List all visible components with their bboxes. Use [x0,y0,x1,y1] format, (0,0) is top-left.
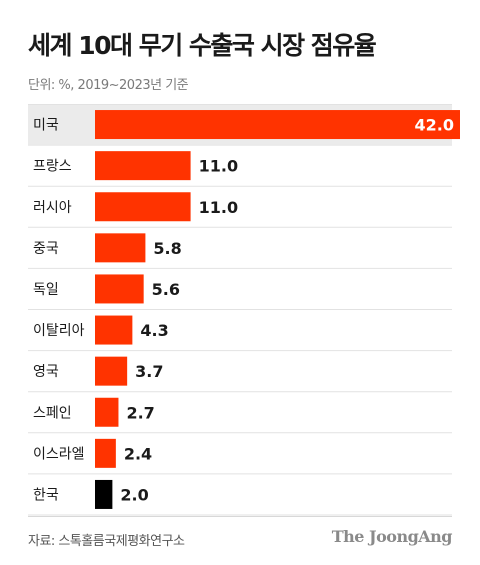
publisher-logo: The JoongAng [331,527,453,546]
value-label: 5.8 [153,239,181,258]
value-label: 3.7 [135,362,163,381]
value-label: 2.0 [120,485,148,504]
value-label: 4.3 [140,321,168,340]
category-label: 한국 [33,487,59,503]
bar [95,397,119,427]
bar [95,479,113,509]
category-label: 영국 [33,364,59,380]
value-label: 2.4 [124,444,152,463]
category-label: 이스라엘 [33,446,85,462]
bar [95,110,460,140]
value-label: 5.6 [152,280,180,299]
value-label: 11.0 [199,198,238,217]
bar [95,274,144,304]
bar [95,192,191,222]
category-label: 미국 [33,118,59,134]
chart-title: 세계 10대 무기 수출국 시장 점유율 [28,31,377,60]
value-label: 42.0 [415,116,454,135]
category-label: 독일 [33,282,59,298]
category-label: 러시아 [33,200,72,216]
category-label: 프랑스 [33,159,72,175]
category-label: 이탈리아 [33,323,85,339]
bar [95,151,191,181]
category-label: 중국 [33,241,59,257]
bar [95,315,133,345]
value-label: 2.7 [126,403,154,422]
chart-subtitle: 단위: %, 2019~2023년 기준 [28,78,189,93]
bar [95,233,146,263]
category-label: 스페인 [33,405,72,421]
footer-divider [28,516,452,517]
bar [95,438,116,468]
bar-chart: 미국 42.0 프랑스 11.0 러시아 11.0 중국 5.8 독일 5.6 이탈리아 4.3 영국 3… [28,104,460,516]
bar [95,356,128,386]
value-label: 11.0 [199,157,238,176]
source-note: 자료: 스톡홀름국제평화연구소 [28,534,185,549]
